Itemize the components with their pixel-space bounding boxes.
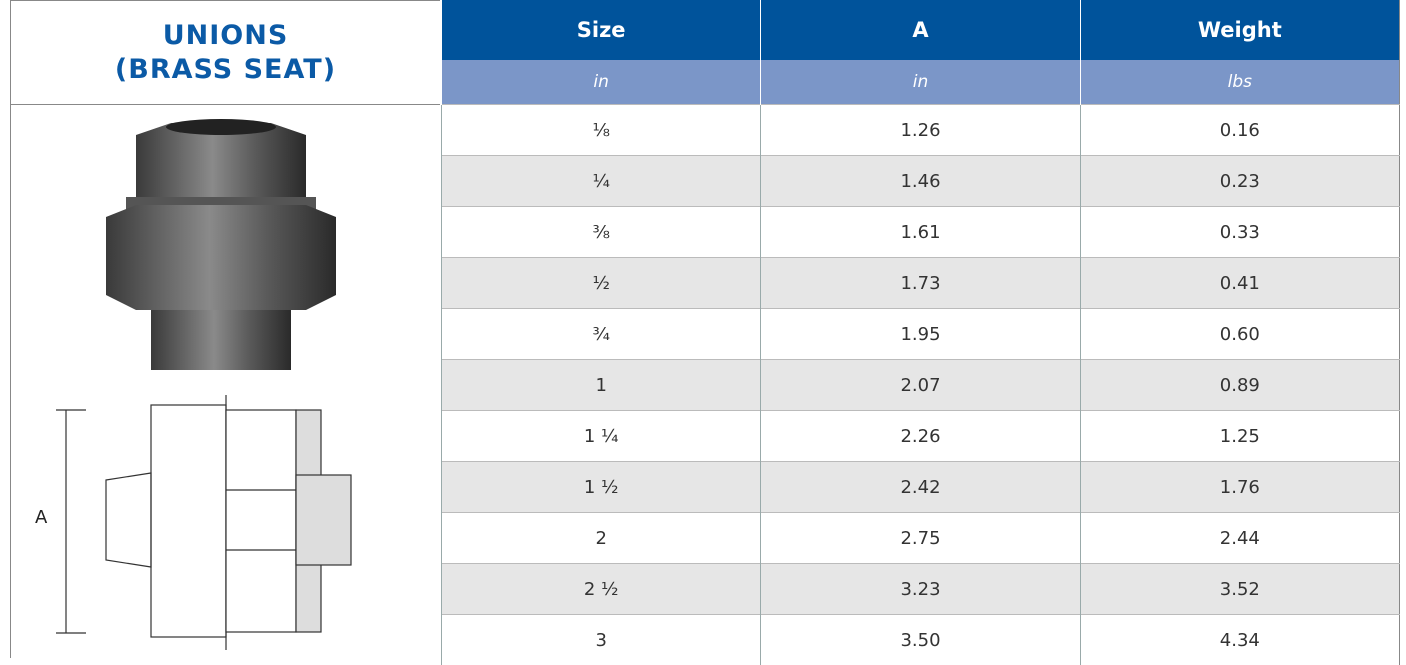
table-cell: 3.50	[761, 615, 1080, 665]
table-cell: 1.26	[761, 105, 1080, 156]
table-cell: 1.76	[1080, 462, 1399, 513]
table-cell: 1	[442, 360, 761, 411]
column-unit: in	[761, 60, 1080, 105]
table-cell: 0.89	[1080, 360, 1399, 411]
table-cell: 2.44	[1080, 513, 1399, 564]
table-cell: ⅜	[442, 207, 761, 258]
product-panel: UNIONS (BRASS SEAT) A	[10, 0, 440, 658]
table-cell: ⅛	[442, 105, 761, 156]
column-header: Weight	[1080, 0, 1399, 60]
column-header: Size	[442, 0, 761, 60]
table-cell: 2.75	[761, 513, 1080, 564]
table-cell: 3	[442, 615, 761, 665]
illustrations: A	[11, 105, 439, 657]
photo	[106, 119, 336, 370]
table-cell: 0.23	[1080, 156, 1399, 207]
column-unit: lbs	[1080, 60, 1399, 105]
table-cell: 0.41	[1080, 258, 1399, 309]
table-cell: 2	[442, 513, 761, 564]
table-cell: 1 ½	[442, 462, 761, 513]
dimension-label: A	[35, 507, 48, 528]
table-cell: 4.34	[1080, 615, 1399, 665]
table-cell: 1.73	[761, 258, 1080, 309]
column-header: A	[761, 0, 1080, 60]
table-cell: 2.26	[761, 411, 1080, 462]
column-unit: in	[442, 60, 761, 105]
table-cell: ¼	[442, 156, 761, 207]
table-cell: 1.46	[761, 156, 1080, 207]
table-cell: 1 ¼	[442, 411, 761, 462]
table-cell: 0.33	[1080, 207, 1399, 258]
section-drawing	[56, 395, 351, 650]
table-cell: ¾	[442, 309, 761, 360]
table-cell: 0.60	[1080, 309, 1399, 360]
table-cell: 3.23	[761, 564, 1080, 615]
table-cell: 0.16	[1080, 105, 1399, 156]
table-cell: 1.25	[1080, 411, 1399, 462]
table-cell: 2 ½	[442, 564, 761, 615]
table-cell: 1.61	[761, 207, 1080, 258]
table-cell: 2.07	[761, 360, 1080, 411]
table-cell: ½	[442, 258, 761, 309]
table-cell: 1.95	[761, 309, 1080, 360]
title: UNIONS (BRASS SEAT)	[11, 1, 440, 105]
page: UNIONS (BRASS SEAT) A SizeAW	[0, 0, 1406, 658]
table-cell: 2.42	[761, 462, 1080, 513]
table-cell: 3.52	[1080, 564, 1399, 615]
title-line: UNIONS	[163, 19, 289, 53]
title-line: (BRASS SEAT)	[115, 53, 336, 87]
